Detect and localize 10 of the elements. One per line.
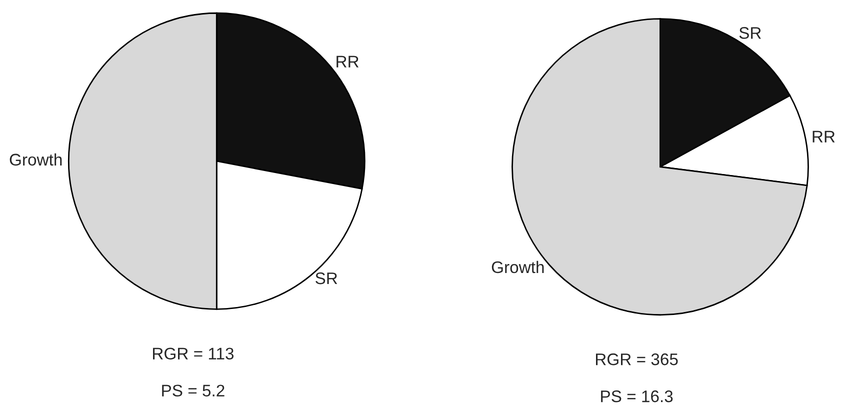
slice-label: SR: [316, 272, 338, 284]
slice-label: RR: [812, 130, 835, 142]
slice-label: Growth: [492, 260, 544, 274]
slice-label: SR: [739, 27, 761, 39]
text: PS = 5.2: [162, 384, 224, 396]
slice-label: Growth: [10, 153, 62, 166]
text: RGR = 365: [596, 353, 678, 366]
slice-label: RR: [336, 56, 359, 68]
text: PS = 16.3: [601, 390, 673, 402]
text: RGR = 113: [153, 348, 234, 360]
